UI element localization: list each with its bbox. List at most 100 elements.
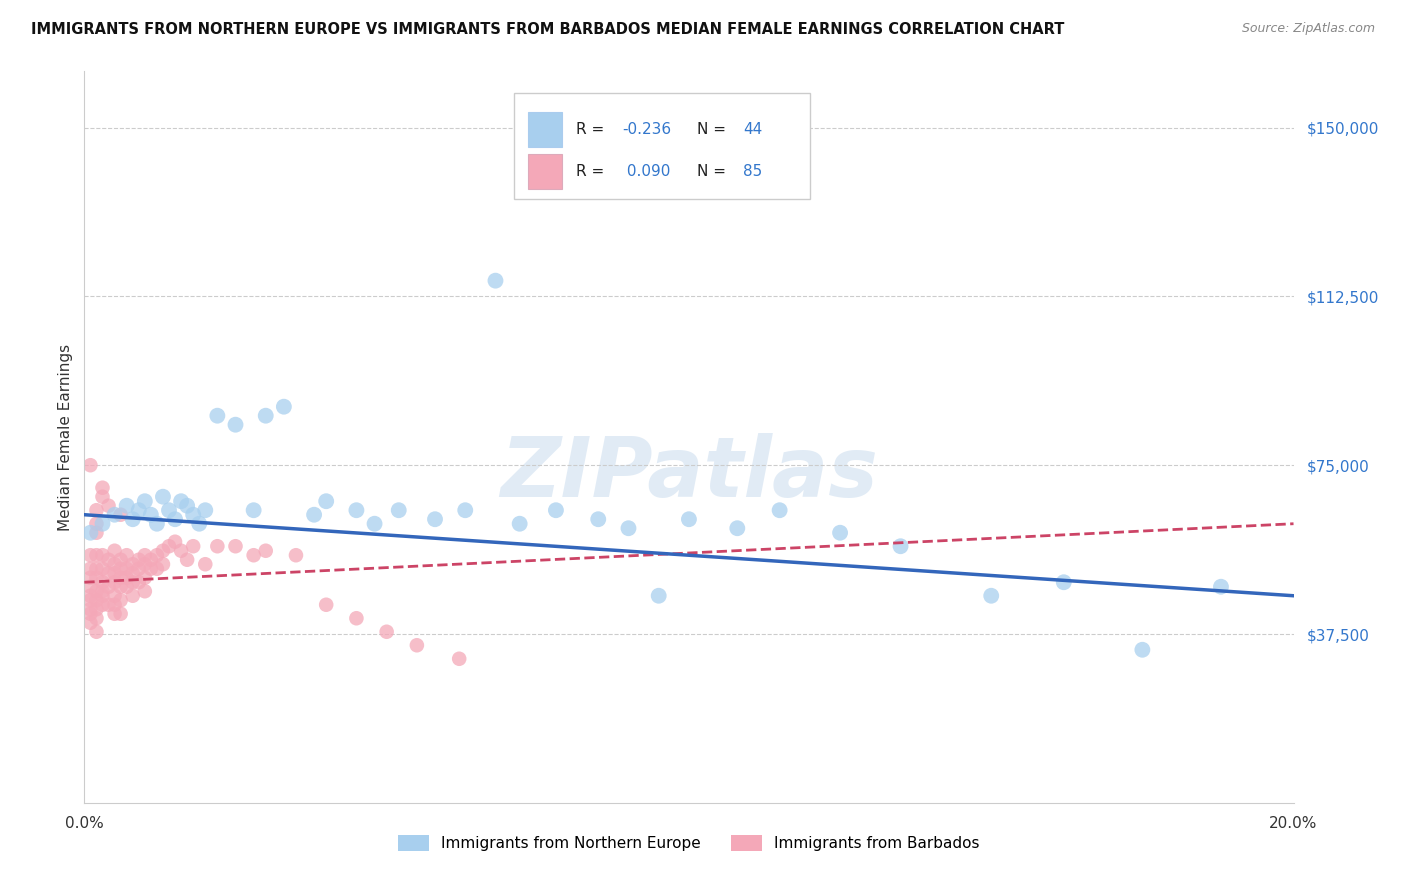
Point <box>769 503 792 517</box>
Point <box>315 494 337 508</box>
Point <box>449 652 471 666</box>
Text: ZIPatlas: ZIPatlas <box>501 434 877 514</box>
Point <box>104 566 127 581</box>
Point <box>509 516 531 531</box>
Point <box>91 575 114 590</box>
Point <box>375 624 398 639</box>
Point <box>110 607 132 621</box>
Point <box>79 548 101 562</box>
Point <box>97 499 120 513</box>
Text: 0.090: 0.090 <box>623 164 671 179</box>
Point <box>97 598 120 612</box>
Point <box>225 539 247 553</box>
Point <box>454 503 477 517</box>
Point <box>363 516 385 531</box>
Point <box>121 558 143 572</box>
Text: R =: R = <box>576 121 610 136</box>
Point <box>273 400 295 414</box>
Point <box>128 503 150 517</box>
Point <box>86 525 108 540</box>
Point <box>678 512 700 526</box>
Point <box>79 615 101 630</box>
Point <box>725 521 748 535</box>
Point <box>207 539 229 553</box>
Point <box>176 553 198 567</box>
Point <box>157 503 180 517</box>
Point <box>254 543 277 558</box>
Point <box>146 548 169 562</box>
Point <box>91 562 114 576</box>
Point <box>423 512 446 526</box>
Point <box>86 562 108 576</box>
Point <box>86 624 108 639</box>
Point <box>388 503 411 517</box>
Point <box>890 539 912 553</box>
Point <box>79 525 101 540</box>
Point <box>110 571 132 585</box>
Point <box>79 580 101 594</box>
Point <box>980 589 1002 603</box>
Text: Source: ZipAtlas.com: Source: ZipAtlas.com <box>1241 22 1375 36</box>
Point <box>302 508 325 522</box>
Point <box>86 602 108 616</box>
Point <box>121 512 143 526</box>
Point <box>91 490 114 504</box>
Point <box>104 543 127 558</box>
Point <box>79 458 101 473</box>
Point <box>176 499 198 513</box>
Point <box>104 598 127 612</box>
Point <box>91 516 114 531</box>
Legend: Immigrants from Northern Europe, Immigrants from Barbados: Immigrants from Northern Europe, Immigra… <box>392 830 986 857</box>
Point <box>115 571 138 585</box>
Point <box>97 566 120 581</box>
Text: -0.236: -0.236 <box>623 121 672 136</box>
Point <box>1053 575 1076 590</box>
Point <box>79 562 101 576</box>
Point <box>165 534 187 549</box>
Point <box>134 548 156 562</box>
Point <box>152 490 174 504</box>
Point <box>79 593 101 607</box>
Point <box>139 562 162 576</box>
Point <box>110 553 132 567</box>
Point <box>254 409 277 423</box>
Point <box>170 543 193 558</box>
FancyBboxPatch shape <box>529 112 562 146</box>
Point <box>134 571 156 585</box>
Point <box>406 638 429 652</box>
Point <box>181 508 204 522</box>
Point <box>1130 642 1153 657</box>
Point <box>588 512 610 526</box>
Text: R =: R = <box>576 164 610 179</box>
Point <box>79 607 101 621</box>
Point <box>188 516 211 531</box>
Point <box>115 548 138 562</box>
Point <box>146 516 169 531</box>
Point <box>181 539 204 553</box>
Point <box>128 553 150 567</box>
Point <box>139 553 162 567</box>
Point <box>91 598 114 612</box>
Point <box>128 575 150 590</box>
Point <box>157 539 180 553</box>
Point <box>1209 580 1232 594</box>
Text: 85: 85 <box>744 164 762 179</box>
Y-axis label: Median Female Earnings: Median Female Earnings <box>58 343 73 531</box>
Point <box>285 548 308 562</box>
Point <box>97 553 120 567</box>
Text: N =: N = <box>697 164 731 179</box>
Point <box>617 521 640 535</box>
Point <box>648 589 671 603</box>
Point <box>79 602 101 616</box>
Point <box>134 494 156 508</box>
Point <box>79 571 101 585</box>
Point <box>170 494 193 508</box>
Point <box>86 611 108 625</box>
Point <box>104 607 127 621</box>
Point <box>830 525 852 540</box>
Point <box>91 584 114 599</box>
Point <box>104 558 127 572</box>
Point <box>104 575 127 590</box>
Point <box>152 558 174 572</box>
Point <box>110 508 132 522</box>
